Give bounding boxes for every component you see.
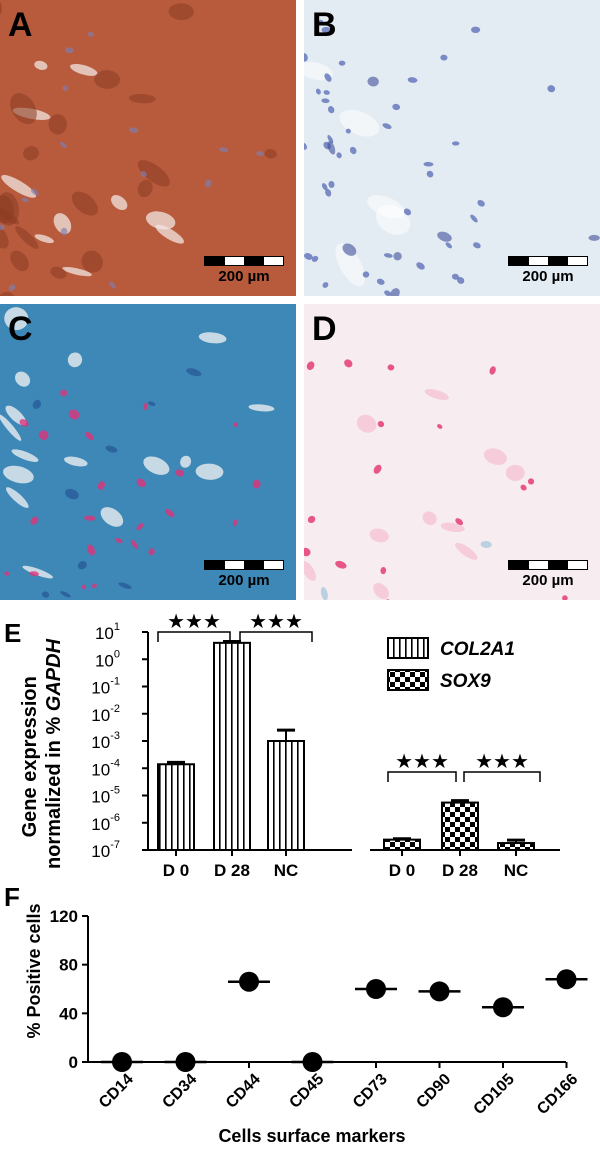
panel-label-a: A [8, 6, 33, 44]
x-tick-label-cd90: CD90 [413, 1071, 454, 1112]
significance-bracket [239, 631, 313, 642]
x-tick-label-cd45: CD45 [286, 1071, 327, 1112]
chart-e-y-tick-label: 10-4 [91, 757, 120, 779]
x-tick-label: NC [274, 861, 299, 878]
scale-bar-b-bar [508, 256, 588, 266]
x-tick-label-cd34: CD34 [159, 1071, 200, 1112]
micrograph-d: D 200 µm [304, 304, 600, 600]
chart-e-y-tick-label: 10-2 [91, 703, 120, 725]
micrograph-texture [0, 0, 277, 296]
scale-bar-c: 200 µm [204, 560, 284, 589]
data-point-cd90 [429, 981, 450, 1002]
chart-e-ylabel: Gene expression normalized in % GAPDH [19, 638, 65, 869]
legend-label-sox9: SOX9 [440, 671, 491, 692]
chart-e-ylabel-line2: normalized in % GAPDH [43, 638, 65, 869]
panel-label-e: E [4, 618, 21, 648]
chart-f-xlabel: Cells surface markers [218, 1126, 405, 1146]
micrograph-b: B 200 µm [304, 0, 600, 296]
chart-e-y-tick-label: 10-6 [91, 812, 120, 834]
scale-bar-d-bar [508, 560, 588, 570]
data-point-cd73 [366, 979, 386, 999]
x-tick-label-cd105: CD105 [471, 1071, 518, 1118]
micrograph-texture [304, 19, 600, 296]
chart-e-y-tick-label: 10-7 [91, 839, 120, 861]
micrograph-background [304, 304, 600, 600]
micrograph-c-image [0, 304, 296, 600]
x-tick-label-cd73: CD73 [350, 1071, 391, 1112]
legend-label-col2a1: COL2A1 [440, 639, 515, 660]
x-tick-label: D 0 [389, 861, 415, 878]
panel-label-c: C [8, 310, 33, 348]
scale-bar-a-label: 200 µm [218, 268, 270, 285]
chart-f-axes: 0 40 80 120 [50, 907, 566, 1072]
x-tick-label-cd44: CD44 [223, 1071, 264, 1112]
chart-e-bars: D 0 D 28 NC D 0 D 28 NC [157, 639, 535, 878]
micrograph-c: C 200 µm [0, 304, 296, 600]
bar-sox9-nc [497, 842, 535, 851]
significance-stars: ★★★ [167, 612, 221, 633]
bar-col2a1-d28 [213, 641, 251, 851]
chart-f: F % Positive cells 0 40 80 120 CD14 CD34 CD44… [4, 882, 588, 1146]
x-tick-label-cd14: CD14 [96, 1071, 137, 1112]
micrograph-background [0, 0, 296, 296]
scale-bar-a-bar [204, 256, 284, 266]
micrograph-background [0, 304, 296, 600]
chart-e-legend: COL2A1 SOX9 [387, 637, 515, 692]
chart-f-y-tick-label: 40 [59, 1004, 78, 1023]
data-point-cd166 [556, 969, 577, 990]
x-tick-label: D 28 [214, 861, 250, 878]
panel-label-f: F [4, 882, 20, 912]
bar-sox9-d0 [383, 838, 421, 851]
data-point-cd44 [239, 971, 259, 992]
chart-f-y-tick-label: 120 [50, 907, 78, 926]
scale-bar-d: 200 µm [508, 560, 588, 589]
chart-f-points: CD14 CD34 CD44 CD45 CD73 CD90 CD105 CD166 [96, 969, 588, 1118]
panel-label-b: B [312, 6, 337, 44]
micrograph-a: A 200 µm [0, 0, 296, 296]
chart-e-ylabel-line1: Gene expression [19, 676, 41, 837]
chart-f-y-tick-label: 80 [59, 956, 78, 975]
micrograph-d-image [304, 304, 600, 600]
scale-bar-b: 200 µm [508, 256, 588, 285]
scale-bar-d-label: 200 µm [522, 572, 574, 589]
scale-bar-b-label: 200 µm [522, 268, 574, 285]
chart-f-y-tick-label: 0 [69, 1053, 78, 1072]
significance-stars: ★★★ [475, 749, 529, 773]
micrograph-texture [304, 359, 568, 600]
significance-bracket [463, 771, 541, 782]
significance-stars: ★★★ [249, 612, 303, 633]
x-tick-label: NC [504, 861, 529, 878]
chart-e-y-tick-label: 101 [95, 621, 120, 643]
bar-sox9-d28 [441, 801, 479, 852]
chart-f-ylabel: % Positive cells [24, 903, 44, 1038]
bar-col2a1-nc [267, 740, 305, 851]
chart-e-significance: ★★★ ★★★ ★★★ ★★★ [157, 612, 541, 782]
significance-bracket [157, 631, 231, 642]
bar-col2a1-d0 [157, 763, 195, 851]
micrograph-b-image [304, 0, 600, 296]
chart-e-y-tick-label: 10-1 [91, 676, 120, 698]
chart-e: E Gene expression normalized in % GAPDH … [4, 612, 560, 878]
micrograph-a-image [0, 0, 296, 296]
panel-label-d: D [312, 310, 337, 348]
chart-e-y-tick-label: 10-5 [91, 785, 120, 807]
data-point-cd105 [493, 997, 513, 1018]
scale-bar-c-bar [204, 560, 284, 570]
significance-bracket [387, 771, 457, 782]
chart-e-ylabel-line2-italic: GAPDH [43, 638, 65, 711]
x-tick-label: D 28 [442, 861, 478, 878]
scale-bar-a: 200 µm [204, 256, 284, 285]
chart-e-ylabel-line2-prefix: normalized in % [43, 711, 65, 869]
micrograph-texture [0, 307, 275, 598]
chart-e-y-tick-label: 100 [95, 648, 120, 670]
x-tick-label-cd166: CD166 [534, 1071, 581, 1118]
legend-swatch-sox9 [387, 669, 429, 691]
legend-swatch-col2a1 [387, 637, 429, 659]
x-tick-label: D 0 [163, 861, 189, 878]
significance-stars: ★★★ [395, 749, 449, 773]
chart-e-y-tick-label: 10-3 [91, 730, 120, 752]
scale-bar-c-label: 200 µm [218, 572, 270, 589]
